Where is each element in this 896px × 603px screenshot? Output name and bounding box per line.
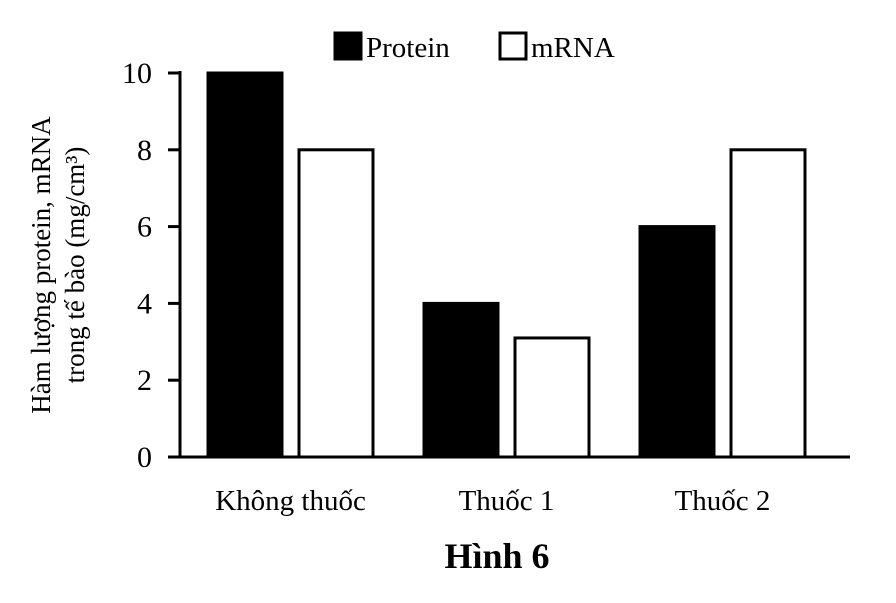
bar-mrna	[297, 148, 375, 459]
y-axis-title-line: Hàm lượng protein, mRNA	[26, 116, 56, 414]
x-category-label: Thuốc 1	[459, 485, 555, 517]
bar-protein	[422, 301, 500, 459]
y-ticks: 0 2 4 6 8 10	[122, 57, 180, 474]
legend-swatch	[498, 31, 528, 61]
legend: Protein mRNA	[333, 31, 615, 64]
y-axis-title-line: trong tế bào (mg/cm³)	[60, 147, 90, 384]
x-category-labels: Không thuốc Thuốc 1 Thuốc 2	[215, 485, 770, 517]
x-category-label: Không thuốc	[215, 485, 366, 517]
legend-label: Protein	[366, 32, 450, 64]
y-tick-label: 0	[137, 441, 152, 474]
y-tick-label: 6	[137, 211, 152, 244]
bar-protein	[206, 71, 284, 459]
bar-mrna	[729, 148, 807, 459]
legend-label: mRNA	[531, 32, 615, 64]
bar-protein	[638, 225, 716, 459]
y-axis-title: Hàm lượng protein, mRNA trong tế bào (mg/…	[26, 116, 90, 414]
x-category-label: Thuốc 2	[675, 485, 771, 517]
y-tick-label: 4	[137, 287, 152, 320]
bar-mrna	[513, 336, 591, 459]
legend-swatch	[333, 31, 363, 61]
y-tick-label: 2	[137, 364, 152, 397]
figure-title: Hình 6	[444, 536, 549, 576]
bars	[206, 71, 807, 459]
y-tick-label: 8	[137, 134, 152, 167]
y-tick-label: 10	[122, 57, 152, 90]
